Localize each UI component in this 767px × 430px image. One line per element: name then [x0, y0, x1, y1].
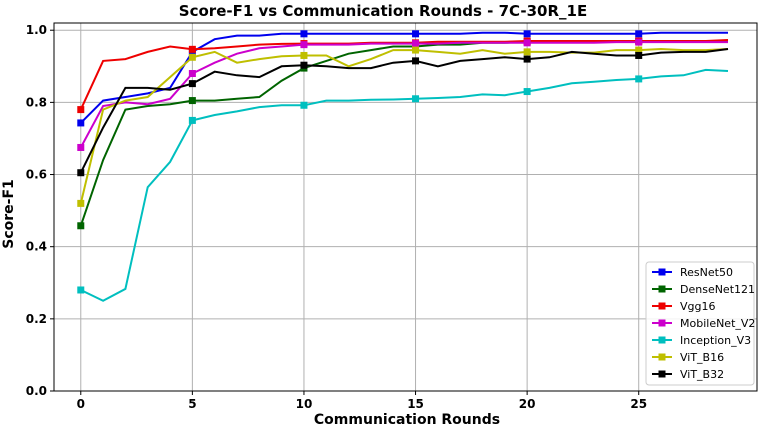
data-point-densenet121 [77, 222, 85, 230]
data-point-mobilenet-v2 [300, 41, 308, 49]
series-vgg16 [77, 37, 729, 114]
x-tick-label: 15 [407, 397, 424, 411]
data-point-mobilenet-v2 [523, 39, 531, 47]
data-point-inception-v3 [77, 286, 85, 294]
data-point-vit-b16 [635, 46, 643, 54]
x-tick-label: 20 [519, 397, 536, 411]
series-line-inception-v3 [80, 68, 729, 302]
chart-title: Score-F1 vs Communication Rounds - 7C-30… [179, 2, 587, 20]
x-axis-label: Communication Rounds [314, 412, 500, 426]
data-point-vgg16 [188, 45, 196, 53]
data-point-vit-b32 [523, 55, 531, 63]
x-tick-label: 10 [296, 397, 313, 411]
data-point-mobilenet-v2 [635, 38, 643, 46]
legend-label-densenet121: DenseNet121 [680, 283, 755, 296]
data-point-vit-b16 [77, 199, 85, 207]
series-vit-b16 [77, 46, 729, 207]
legend-marker-vit-b16 [658, 353, 666, 361]
data-point-resnet50 [523, 30, 531, 38]
data-point-vit-b32 [188, 80, 196, 88]
x-tick-label: 5 [188, 397, 196, 411]
data-point-mobilenet-v2 [77, 143, 85, 151]
series-line-mobilenet-v2 [79, 41, 728, 148]
data-point-inception-v3 [300, 101, 308, 109]
data-point-inception-v3 [412, 95, 420, 103]
data-point-vit-b32 [635, 51, 643, 59]
data-point-inception-v3 [523, 88, 531, 96]
legend-box [645, 261, 755, 386]
ticks: 0 5 10 15 20 25 0.0 0.2 0.4 0.6 0.8 1.0 [26, 23, 647, 411]
x-tick-label: 25 [630, 397, 647, 411]
data-point-vgg16 [77, 106, 85, 114]
data-point-resnet50 [300, 30, 308, 38]
legend-label-vit-b16: ViT_B16 [680, 351, 724, 364]
y-tick-label: 0.4 [26, 240, 47, 254]
data-point-vit-b32 [77, 169, 85, 177]
series-densenet121 [77, 37, 728, 230]
legend-marker-mobilenet-v2 [658, 319, 666, 327]
data-point-densenet121 [188, 97, 196, 105]
legend-marker-vit-b32 [658, 370, 666, 378]
series-line-resnet50 [80, 31, 728, 124]
series-line-vit-b32 [79, 48, 729, 174]
data-point-inception-v3 [188, 116, 196, 124]
x-tick-label: 0 [77, 397, 85, 411]
data-point-vit-b16 [300, 51, 308, 59]
legend-label-mobilenet-v2: MobileNet_V2 [680, 317, 755, 330]
legend: ResNet50 DenseNet121 Vgg16 MobileNet_V2 Ince… [645, 261, 755, 386]
series-mobilenet-v2 [77, 38, 728, 151]
data-point-vit-b32 [412, 57, 420, 65]
series-layer [77, 30, 729, 302]
legend-label-vgg16: Vgg16 [680, 300, 716, 313]
series-vit-b32 [77, 48, 729, 177]
legend-marker-resnet50 [658, 268, 666, 276]
legend-label-resnet50: ResNet50 [680, 266, 733, 279]
series-line-vit-b16 [79, 47, 729, 204]
data-point-resnet50 [412, 30, 420, 38]
data-point-resnet50 [77, 119, 85, 127]
data-point-inception-v3 [635, 75, 643, 83]
y-tick-label: 1.0 [26, 23, 47, 37]
legend-label-inception-v3: Inception_V3 [680, 334, 751, 347]
y-tick-label: 0.8 [26, 95, 47, 109]
data-point-resnet50 [635, 30, 643, 38]
plot-frame [53, 22, 758, 392]
y-tick-label: 0.6 [26, 168, 47, 182]
legend-label-vit-b32: ViT_B32 [680, 368, 724, 381]
y-tick-label: 0.2 [26, 312, 47, 326]
series-line-densenet121 [79, 40, 728, 227]
data-point-vit-b32 [300, 61, 308, 69]
data-point-mobilenet-v2 [188, 70, 196, 78]
legend-marker-inception-v3 [658, 336, 666, 344]
y-tick-label: 0.0 [26, 384, 47, 398]
legend-marker-densenet121 [658, 285, 666, 293]
legend-marker-vgg16 [658, 302, 666, 310]
data-point-vit-b16 [523, 48, 531, 56]
data-point-mobilenet-v2 [412, 40, 420, 48]
data-point-vit-b16 [412, 46, 420, 54]
data-point-vit-b16 [188, 53, 196, 61]
series-inception-v3 [77, 68, 729, 302]
y-axis-label: Score-F1 [1, 179, 17, 249]
